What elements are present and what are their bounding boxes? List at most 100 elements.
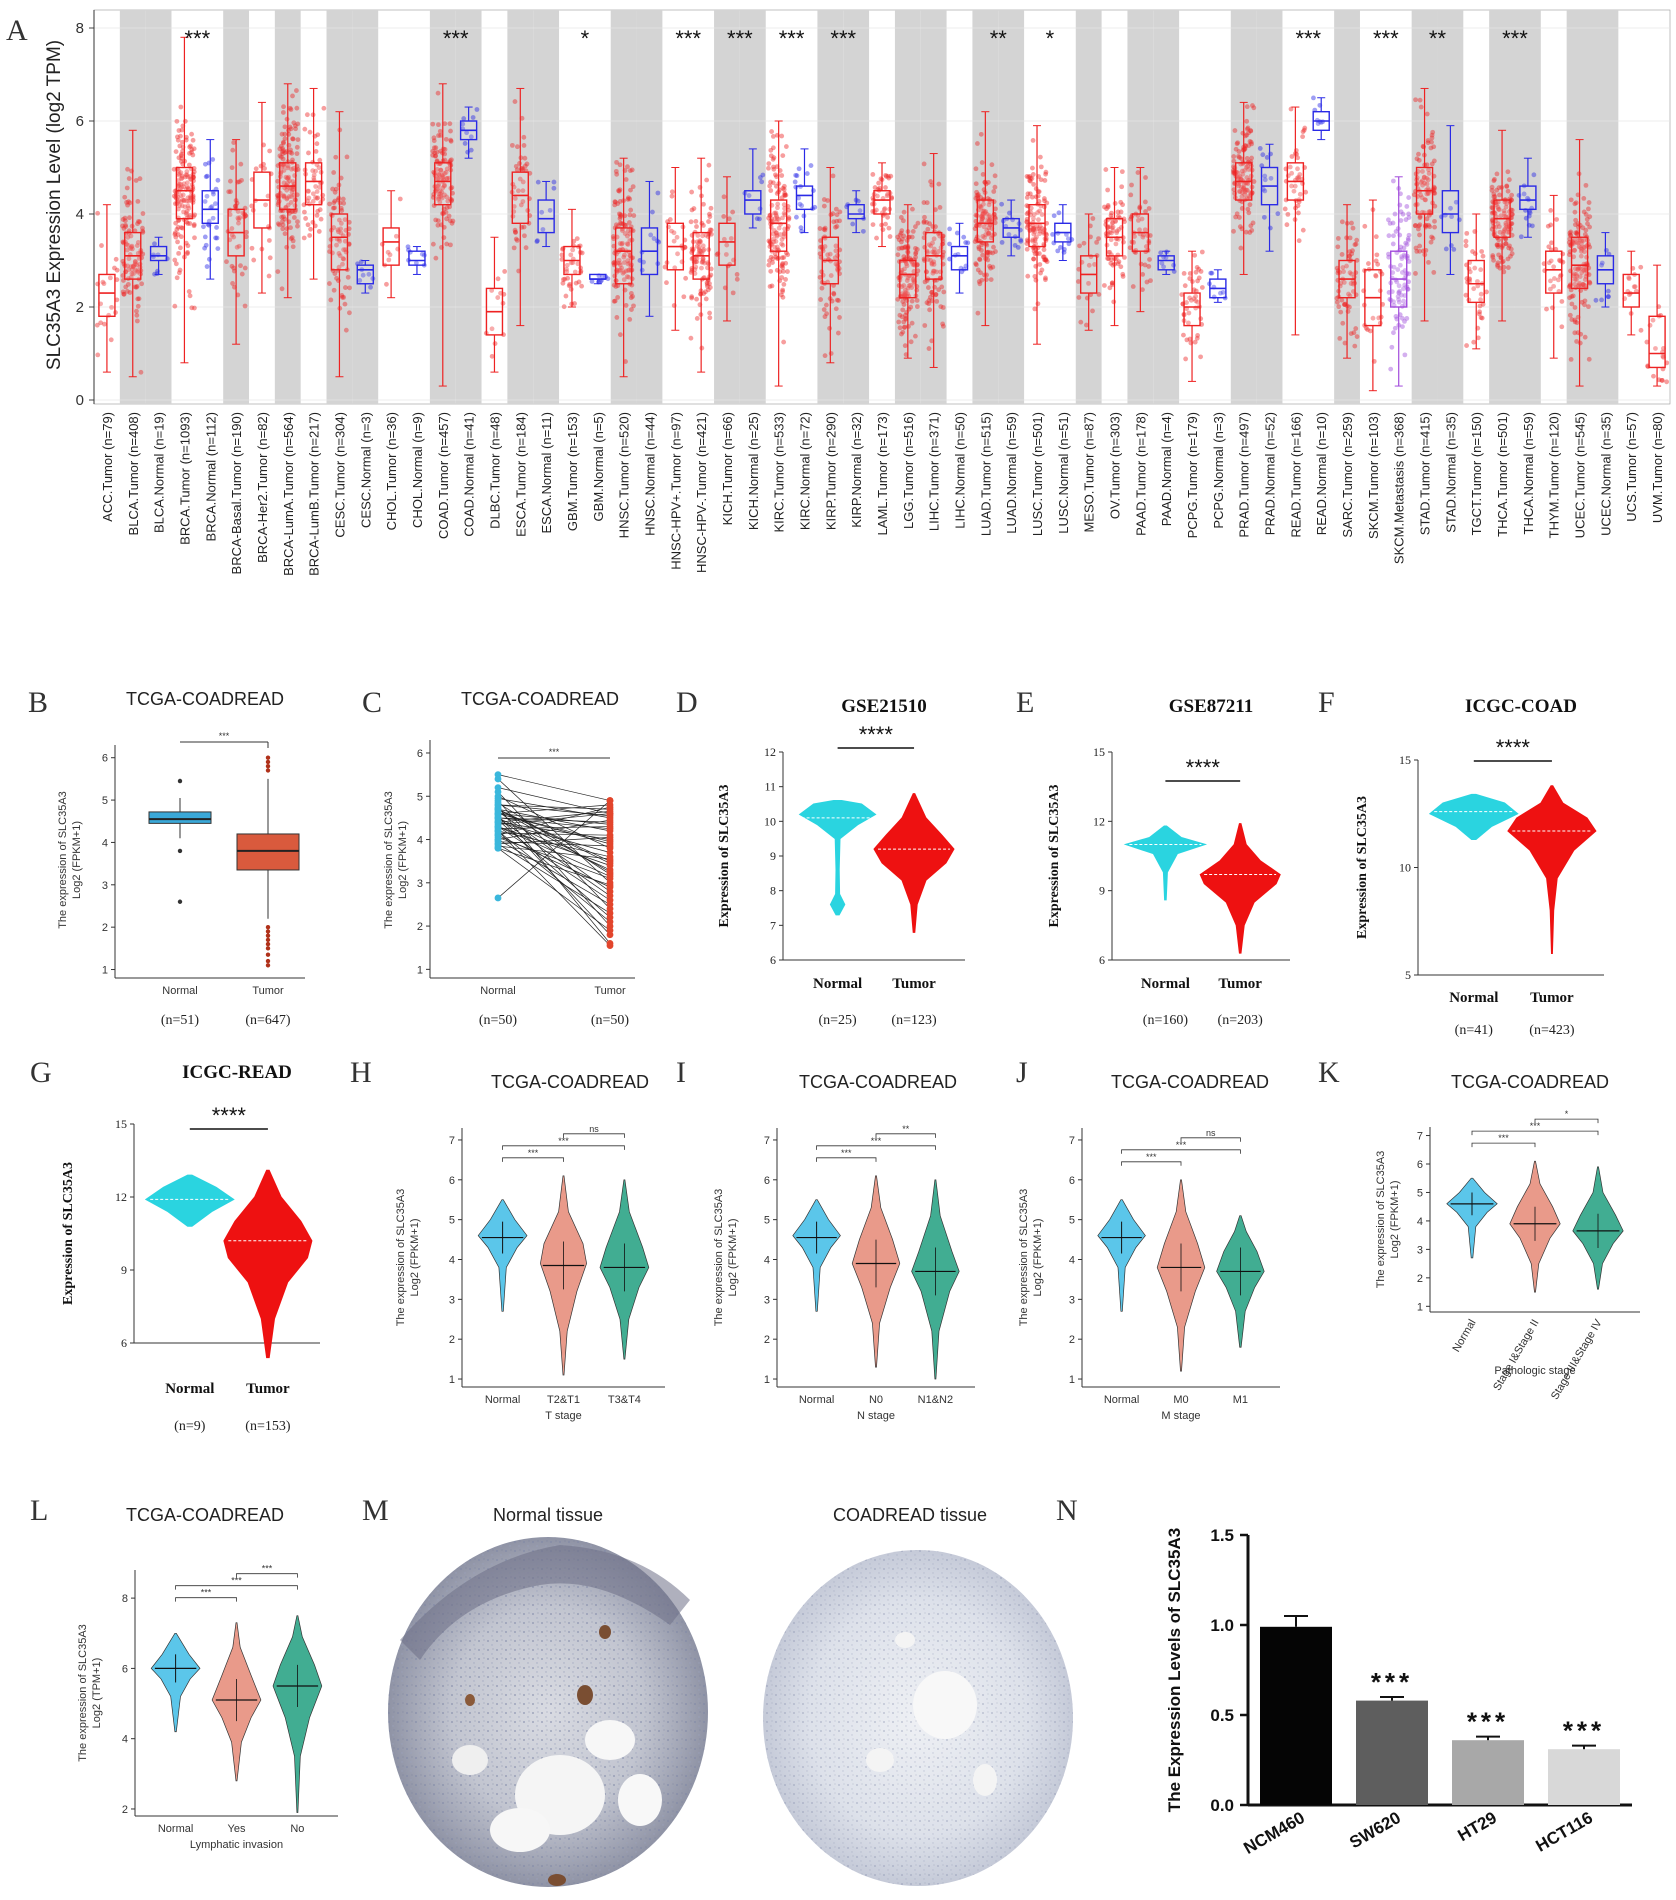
data-point [979, 160, 985, 165]
data-point [779, 262, 785, 268]
data-point [1568, 356, 1574, 362]
data-point [267, 255, 273, 261]
data-point [1583, 227, 1589, 233]
data-point [440, 175, 445, 181]
data-point [1102, 283, 1107, 288]
x-category-label: Normal [1141, 976, 1190, 992]
data-point [284, 196, 290, 202]
data-point [174, 134, 180, 140]
data-point [317, 157, 323, 163]
data-point [393, 233, 399, 239]
data-point [306, 150, 311, 156]
data-point [693, 218, 699, 224]
data-point [430, 241, 436, 247]
data-point [1418, 104, 1424, 110]
y-tick-label: 4 [76, 206, 84, 223]
data-point [1425, 138, 1431, 143]
data-point [180, 192, 186, 198]
data-point [95, 352, 101, 358]
data-point [831, 219, 837, 225]
y-tick-label: 5 [1069, 1215, 1075, 1227]
data-point [1573, 217, 1579, 223]
data-point [321, 105, 327, 111]
data-point [965, 240, 971, 246]
data-point [1403, 240, 1409, 246]
y-tick-label: 6 [1417, 1159, 1423, 1171]
data-point [906, 323, 911, 329]
data-point [280, 226, 286, 232]
data-point [228, 189, 233, 195]
data-point [1463, 243, 1469, 249]
data-point [1402, 352, 1408, 358]
data-point [331, 200, 337, 206]
data-point [432, 153, 438, 159]
significance-label: ** [990, 26, 1008, 51]
panel-title: TCGA-COADREAD [461, 689, 619, 709]
data-point [1248, 223, 1254, 229]
data-point [1464, 230, 1470, 236]
data-point [448, 128, 453, 134]
data-point [327, 201, 332, 207]
data-point [1352, 242, 1358, 248]
significance-label: *** [1295, 26, 1321, 51]
data-point [1035, 301, 1041, 307]
panel-letter-g: G [30, 1056, 52, 1089]
data-point [134, 243, 140, 249]
data-point [133, 267, 139, 273]
y-tick-label: 7 [764, 1135, 770, 1147]
data-point [1264, 155, 1270, 160]
y-axis-label: The expression of SLC35A3 [57, 791, 69, 929]
data-point [1413, 97, 1418, 103]
data-point [1406, 211, 1412, 217]
data-point [925, 285, 931, 290]
data-point [189, 305, 195, 311]
data-point [1352, 343, 1358, 349]
y-tick-label: 9 [121, 1263, 127, 1277]
shade-band [1153, 10, 1180, 404]
x-category-label: Tumor [252, 985, 284, 997]
data-point [441, 210, 446, 216]
data-point [179, 185, 185, 190]
data-point [438, 132, 444, 138]
data-point [1404, 204, 1410, 209]
y-tick-label: 6 [449, 1175, 455, 1187]
data-point [336, 229, 341, 235]
data-point [291, 187, 296, 192]
data-point [442, 151, 448, 157]
data-point [242, 303, 248, 309]
category-label: SARC.Tumor (n=259) [1340, 412, 1355, 538]
y-tick-label: 8 [770, 884, 776, 898]
data-point [332, 198, 338, 204]
data-point [502, 269, 508, 274]
data-point [188, 143, 193, 149]
data-point [231, 234, 237, 240]
sig-bracket [1471, 1130, 1599, 1136]
data-point [1559, 299, 1565, 304]
data-point [1593, 297, 1599, 303]
y-axis-label: The expression of SLC35A3 [1375, 1151, 1387, 1289]
data-point [617, 332, 623, 338]
sig-bracket [816, 1145, 936, 1150]
box [1183, 292, 1201, 327]
data-point [281, 139, 286, 145]
data-point [628, 291, 634, 296]
data-point [1429, 161, 1435, 167]
x-category-label: Normal [162, 985, 197, 997]
data-point [922, 214, 927, 220]
data-point [191, 146, 197, 152]
data-point [286, 194, 292, 199]
category-label: BRCA.Tumor (n=1093) [177, 412, 192, 545]
data-point [435, 176, 441, 182]
data-point [1240, 130, 1246, 136]
data-point [1428, 145, 1434, 151]
outlier-point [265, 768, 271, 773]
data-point [132, 261, 138, 267]
y-tick-label: 2 [76, 299, 84, 316]
data-point [290, 136, 296, 142]
data-point [1109, 257, 1114, 262]
data-point [224, 259, 229, 265]
data-point [315, 195, 321, 201]
data-point [1583, 182, 1589, 188]
data-point [184, 198, 190, 204]
data-point [130, 264, 136, 269]
